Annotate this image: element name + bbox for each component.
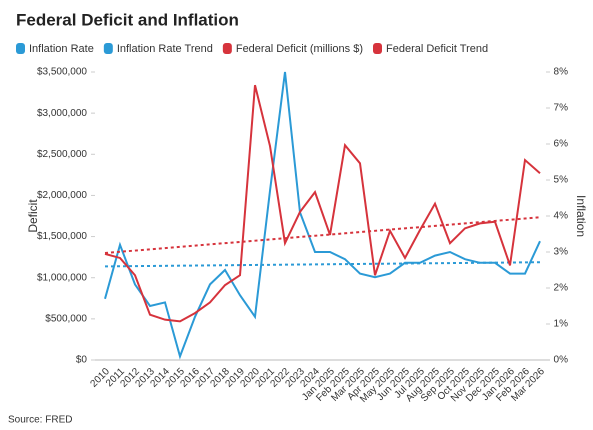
legend-label: Inflation Rate	[29, 43, 94, 55]
y2-tick-label: 8%	[554, 67, 569, 78]
legend-marker	[103, 43, 113, 54]
y2-axis-label: Inflation	[574, 195, 588, 237]
chart-title: Federal Deficit and Inflation	[16, 10, 239, 29]
y2-tick-label: 4%	[554, 211, 569, 222]
source-note: Source: FRED	[8, 415, 72, 426]
y2-tick-label: 1%	[554, 319, 569, 330]
legend-marker	[16, 43, 25, 54]
y-tick-label: $3,500,000	[37, 67, 87, 78]
y-tick-label: $0	[76, 355, 88, 366]
trend-line	[104, 216, 541, 255]
legend-label: Federal Deficit Trend	[386, 43, 488, 55]
y-tick-label: $2,000,000	[37, 190, 87, 201]
legend-marker	[222, 43, 232, 54]
series-line	[104, 84, 541, 323]
y2-tick-label: 0%	[554, 355, 569, 366]
y2-tick-label: 5%	[554, 175, 569, 186]
legend-label: Inflation Rate Trend	[117, 43, 213, 55]
y2-tick-label: 3%	[554, 247, 569, 258]
y2-tick-label: 2%	[554, 283, 569, 294]
y-tick-label: $1,000,000	[37, 272, 87, 283]
y-tick-label: $3,000,000	[37, 108, 87, 119]
y-axis-label: Deficit	[26, 199, 40, 233]
series-line	[104, 71, 541, 360]
y-tick-label: $2,500,000	[37, 149, 87, 160]
y2-tick-label: 7%	[554, 103, 569, 114]
y-tick-label: $500,000	[45, 313, 87, 324]
y-tick-label: $1,500,000	[37, 231, 87, 242]
legend-marker	[373, 43, 382, 54]
trend-line	[104, 261, 541, 268]
y2-tick-label: 6%	[554, 139, 569, 150]
legend-label: Federal Deficit (millions $)	[236, 43, 363, 55]
